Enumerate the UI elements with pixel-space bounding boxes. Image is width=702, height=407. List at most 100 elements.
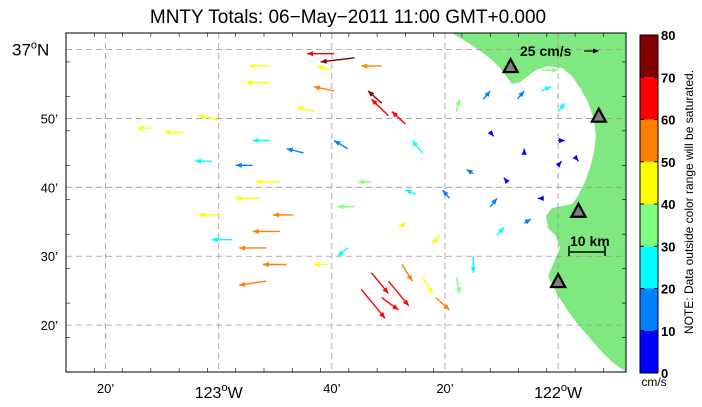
- scale-bar-label: 10 km: [570, 233, 610, 249]
- lon-label: 122oW: [534, 382, 583, 402]
- colorbar-tick-label: 20: [661, 282, 675, 297]
- current-vector-head: [398, 221, 406, 228]
- current-vector: [249, 63, 270, 69]
- current-vector: [370, 98, 389, 117]
- colorbar-tick-label: 70: [661, 70, 675, 85]
- colorbar-bin: [640, 161, 658, 204]
- current-vector: [313, 261, 328, 268]
- map-frame: [65, 32, 627, 373]
- current-vector: [523, 218, 532, 225]
- current-vector: [455, 98, 461, 112]
- saturation-note: NOTE: Data outside color range will be s…: [682, 70, 696, 334]
- current-vector: [333, 139, 349, 150]
- colorbar-bin: [640, 35, 658, 78]
- lon-label: 40’: [323, 381, 340, 396]
- current-vector: [466, 168, 474, 175]
- current-vector-head: [371, 99, 378, 106]
- current-vector: [198, 114, 219, 121]
- current-vector-head: [484, 90, 491, 98]
- current-vector-head: [194, 158, 201, 164]
- current-vector: [235, 195, 260, 201]
- current-vector-head: [470, 266, 476, 273]
- current-vector: [496, 226, 505, 237]
- current-vector: [370, 272, 389, 294]
- current-vector-head: [391, 111, 399, 118]
- current-vector: [367, 90, 383, 104]
- radar-station-marker: [501, 56, 520, 74]
- current-vector-head: [552, 67, 559, 73]
- lon-label: 123oW: [195, 382, 244, 402]
- current-vector-head: [239, 281, 246, 287]
- current-vector-head: [392, 304, 399, 310]
- current-vector-head: [406, 274, 413, 282]
- current-vector-head: [137, 125, 144, 131]
- current-vector-head: [361, 63, 368, 69]
- lon-label: 20’: [436, 381, 453, 396]
- reference-arrowhead: [593, 48, 599, 54]
- lat-label: 37oN: [12, 40, 49, 60]
- colorbar: [640, 35, 658, 373]
- current-vector: [558, 137, 565, 144]
- longitude-labels: 20’ 123oW 40’ 20’ 122oW: [97, 381, 583, 402]
- map-title: MNTY Totals: 06−May−2011 11:00 GMT+0.000: [150, 7, 546, 28]
- current-vector-head: [337, 204, 344, 210]
- current-vector: [262, 261, 287, 268]
- colorbar-bin: [640, 246, 658, 289]
- colorbar-bin: [640, 77, 658, 120]
- current-vector: [381, 297, 400, 311]
- colorbar-bin: [640, 204, 658, 247]
- reference-vector: 25 cm/s: [520, 43, 599, 59]
- current-vector: [273, 212, 294, 218]
- current-vector-head: [498, 227, 504, 234]
- current-vector: [540, 86, 552, 92]
- lat-label: 30’: [41, 249, 58, 264]
- current-vector-head: [487, 130, 494, 137]
- current-vector: [252, 137, 270, 144]
- current-vector: [503, 177, 510, 184]
- current-vector-head: [313, 85, 321, 91]
- current-vector: [357, 179, 372, 185]
- colorbar-bin: [640, 288, 658, 331]
- current-vector-head: [443, 304, 450, 310]
- current-vector: [487, 130, 495, 137]
- colorbar-tick-label: 30: [661, 239, 675, 254]
- current-vector: [164, 129, 185, 135]
- current-vector: [411, 140, 423, 154]
- colorbar-bin: [640, 330, 658, 373]
- current-vector-head: [286, 147, 294, 153]
- colorbar-tick-label: 0: [661, 366, 668, 381]
- current-vector-head: [521, 148, 527, 155]
- current-vector-head: [273, 212, 280, 218]
- current-vector: [252, 228, 280, 235]
- current-vector-head: [382, 287, 389, 294]
- current-vector: [516, 90, 525, 100]
- current-vector: [557, 102, 566, 112]
- frame-ticks: [65, 33, 626, 373]
- current-vector: [555, 160, 563, 168]
- current-vector: [391, 111, 406, 125]
- current-vector-head: [313, 261, 320, 268]
- current-vector-head: [164, 129, 171, 135]
- current-vector-head: [537, 195, 544, 201]
- current-vector-head: [368, 90, 375, 97]
- current-vector-head: [466, 169, 473, 175]
- current-vector-head: [249, 63, 256, 69]
- current-vector-head: [252, 137, 259, 144]
- lat-label: 40’: [41, 180, 58, 195]
- current-vector: [286, 147, 304, 154]
- radar-station-marker: [549, 271, 567, 289]
- current-vector: [421, 276, 434, 294]
- current-vector: [239, 245, 267, 251]
- current-vector: [435, 297, 450, 311]
- current-vector-head: [235, 162, 242, 168]
- current-vector-head: [572, 154, 579, 162]
- coastline-land: [452, 33, 626, 372]
- current-vector-head: [518, 90, 525, 98]
- colorbar-tick-labels: 0 10 20 30 40 50 60 70 80: [640, 28, 675, 381]
- colorbar-tick-label: 80: [661, 28, 675, 43]
- current-vector: [194, 158, 212, 164]
- graticule: [66, 33, 626, 372]
- current-vector: [296, 106, 314, 113]
- current-vector-head: [306, 51, 313, 57]
- current-vector: [541, 67, 559, 73]
